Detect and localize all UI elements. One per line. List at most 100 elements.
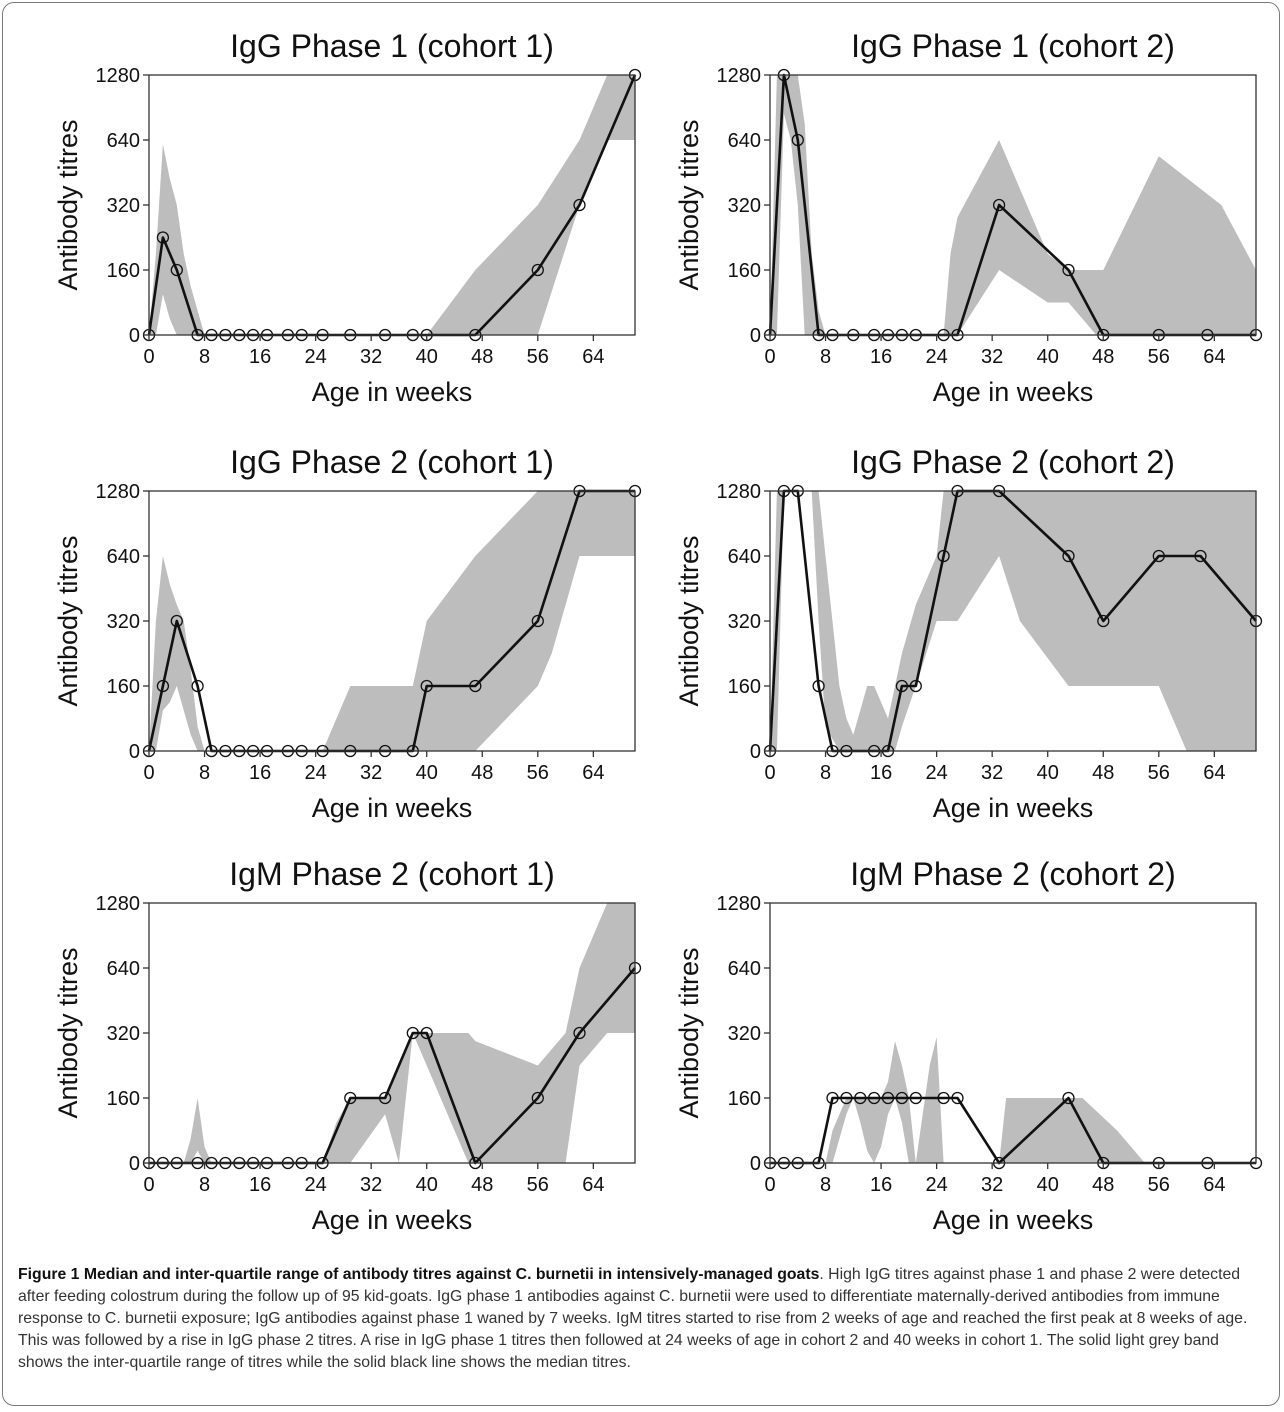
caption-body: . High IgG titres against phase 1 and ph… [18,1265,1248,1371]
y-tick-label: 1280 [96,65,141,87]
x-tick-label: 8 [199,346,210,368]
x-tick-label: 64 [1203,762,1225,784]
y-axis-label: Antibody titres [53,535,83,706]
median-point [791,133,804,147]
y-tick-label: 160 [728,1088,761,1110]
median-point [420,679,433,693]
iqr-band [149,491,635,751]
y-axis-label: Antibody titres [674,947,704,1118]
median-point [1152,549,1165,563]
median-point [840,1091,853,1105]
median-point [469,679,482,693]
y-tick-label: 0 [129,741,140,763]
chart-panel-4: 0 160 320 640 1280 0 8 16 24 32 40 48 56 64 IgG Phase … [674,444,1263,823]
median-point [992,198,1006,212]
x-tick-label: 0 [764,762,775,784]
x-tick-label: 40 [416,1174,438,1196]
x-axis-label: Age in weeks [933,1205,1094,1235]
x-axis-label: Age in weeks [933,793,1094,823]
x-tick-label: 40 [416,762,438,784]
chart-title: IgM Phase 2 (cohort 2) [850,856,1175,892]
x-tick-label: 56 [527,1174,549,1196]
x-tick-label: 0 [764,1174,775,1196]
median-point [895,679,909,693]
x-tick-label: 32 [981,346,1003,368]
x-tick-label: 64 [1203,1174,1225,1196]
x-tick-label: 8 [820,346,831,368]
iqr-band [770,75,1256,335]
median-point [378,1091,392,1105]
y-tick-label: 160 [107,1088,140,1110]
y-tick-label: 320 [107,611,140,633]
x-tick-label: 40 [1037,1174,1059,1196]
iqr-band [770,491,1256,751]
median-point [406,1026,419,1040]
chart-title: IgM Phase 2 (cohort 1) [229,856,554,892]
chart-panel-3: 0 160 320 640 1280 0 8 16 24 32 40 48 56 64 IgG Phase … [53,444,642,823]
median-point [191,679,204,693]
chart-title: IgG Phase 1 (cohort 2) [851,28,1175,64]
y-tick-label: 640 [107,130,140,152]
median-point [170,614,183,628]
x-tick-label: 56 [527,346,549,368]
figure-caption: Figure 1 Median and inter-quartile range… [18,1264,1268,1374]
y-tick-label: 160 [728,676,761,698]
x-tick-label: 0 [764,346,775,368]
x-tick-label: 32 [981,1174,1003,1196]
x-tick-label: 56 [1148,762,1170,784]
y-axis-label: Antibody titres [674,119,704,290]
x-tick-label: 8 [199,1174,210,1196]
median-point [156,231,170,244]
x-tick-label: 24 [305,762,327,784]
median-point [951,1091,964,1105]
chart-panel-5: 0 160 320 640 1280 0 8 16 24 32 40 48 56 64 IgM Phase … [53,856,642,1235]
x-tick-label: 64 [1203,346,1225,368]
x-tick-label: 16 [249,1174,271,1196]
chart-panel-1: 0 160 320 640 1280 0 8 16 24 32 40 48 56 64 IgG Phase … [53,28,642,407]
y-tick-label: 1280 [96,893,141,915]
x-tick-label: 48 [1092,762,1114,784]
chart-title: IgG Phase 2 (cohort 1) [230,444,554,480]
x-tick-label: 24 [305,1174,327,1196]
median-point [937,1091,950,1105]
chart-panel-6: 0 160 320 640 1280 0 8 16 24 32 40 48 56 64 IgM Phase … [674,856,1263,1235]
chart-panel-2: 0 160 320 640 1280 0 8 16 24 32 40 48 56 64 IgG Phase … [674,28,1263,407]
median-point [909,1091,922,1105]
median-point [344,1091,357,1105]
x-tick-label: 40 [1037,346,1059,368]
median-point [156,679,170,693]
y-tick-label: 0 [750,1153,761,1175]
y-tick-label: 640 [728,958,761,980]
y-tick-label: 0 [750,741,761,763]
y-tick-label: 320 [728,195,761,217]
y-axis-label: Antibody titres [674,535,704,706]
median-point [867,1091,881,1105]
median-point [1062,1091,1075,1105]
y-tick-label: 640 [107,958,140,980]
median-point [531,614,544,628]
chart-title: IgG Phase 2 (cohort 2) [851,444,1175,480]
median-point [1194,549,1207,563]
median-point [573,198,586,212]
median-point [170,263,183,277]
y-tick-label: 0 [750,325,761,347]
x-tick-label: 32 [360,762,382,784]
chart-title: IgG Phase 1 (cohort 1) [230,28,554,64]
x-tick-label: 32 [360,1174,382,1196]
y-tick-label: 1280 [96,481,141,503]
x-tick-label: 32 [360,346,382,368]
x-tick-label: 0 [143,1174,154,1196]
x-tick-label: 16 [870,1174,892,1196]
y-axis-label: Antibody titres [53,947,83,1118]
caption-head: Figure 1 Median and inter-quartile range… [18,1265,820,1283]
y-tick-label: 640 [107,546,140,568]
x-axis-label: Age in weeks [312,1205,473,1235]
y-tick-label: 160 [107,676,140,698]
y-tick-label: 640 [728,546,761,568]
y-tick-label: 320 [107,1023,140,1045]
median-point [909,679,922,693]
x-tick-label: 48 [1092,346,1114,368]
x-tick-label: 64 [582,346,604,368]
